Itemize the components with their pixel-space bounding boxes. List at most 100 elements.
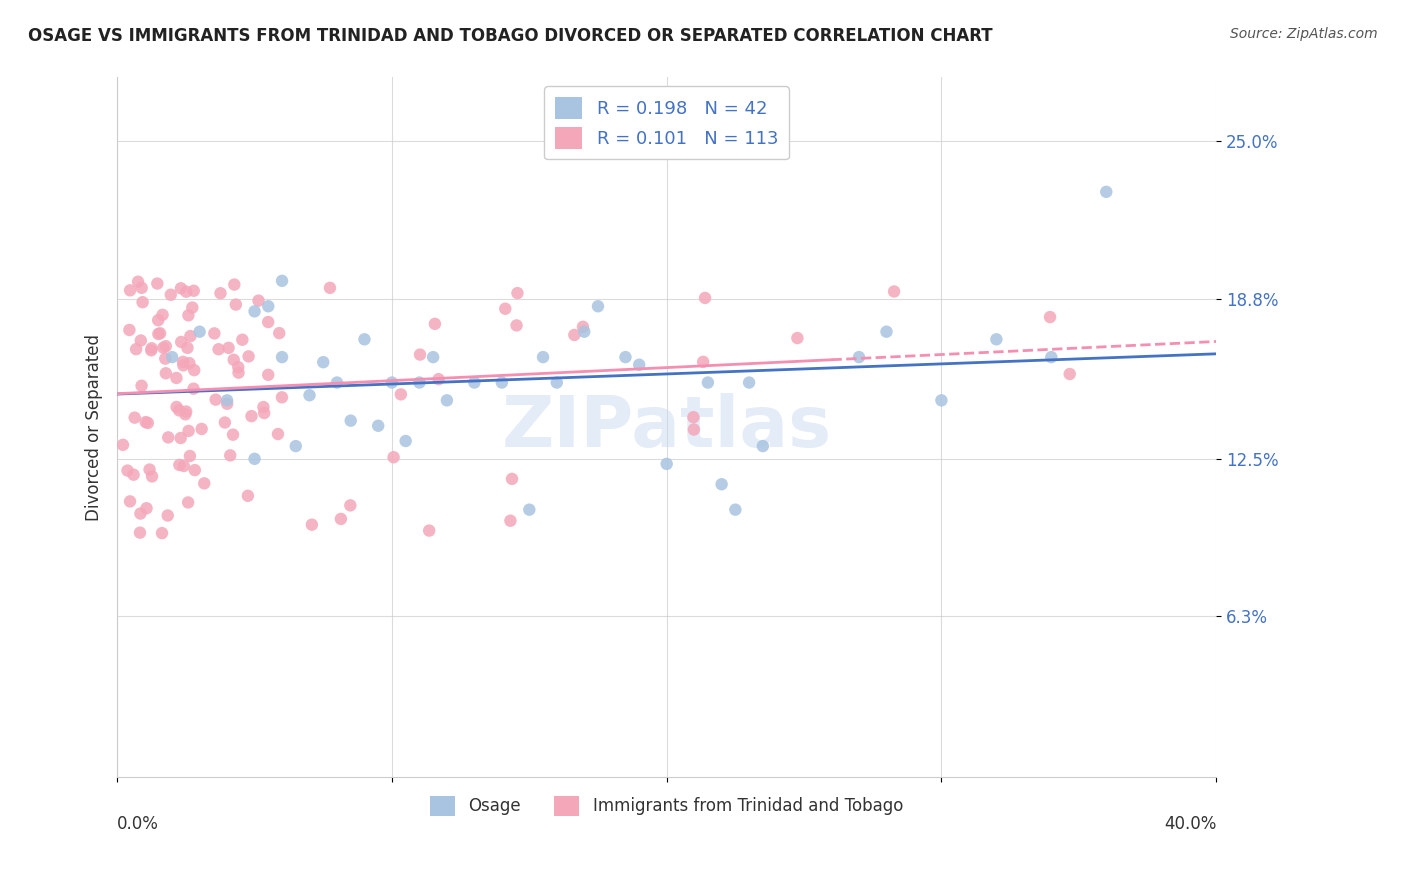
Osage bbox=[1095, 185, 1118, 199]
Immigrants from Trinidad and Tobago bbox=[117, 464, 139, 478]
Immigrants from Trinidad and Tobago bbox=[129, 525, 152, 540]
Osage bbox=[284, 439, 307, 453]
Immigrants from Trinidad and Tobago bbox=[152, 341, 174, 355]
Immigrants from Trinidad and Tobago bbox=[141, 343, 163, 358]
Immigrants from Trinidad and Tobago bbox=[183, 284, 205, 298]
Immigrants from Trinidad and Tobago bbox=[501, 472, 523, 486]
Immigrants from Trinidad and Tobago bbox=[693, 291, 716, 305]
Immigrants from Trinidad and Tobago bbox=[1039, 310, 1062, 324]
Immigrants from Trinidad and Tobago bbox=[423, 317, 446, 331]
Immigrants from Trinidad and Tobago bbox=[118, 323, 141, 337]
Osage bbox=[491, 376, 513, 390]
Immigrants from Trinidad and Tobago bbox=[564, 328, 586, 343]
Osage bbox=[339, 414, 361, 428]
Osage bbox=[217, 393, 239, 408]
Immigrants from Trinidad and Tobago bbox=[226, 360, 249, 375]
Immigrants from Trinidad and Tobago bbox=[409, 348, 432, 362]
Immigrants from Trinidad and Tobago bbox=[219, 448, 242, 462]
Immigrants from Trinidad and Tobago bbox=[222, 352, 245, 367]
Immigrants from Trinidad and Tobago bbox=[111, 438, 134, 452]
Osage bbox=[586, 299, 609, 313]
Immigrants from Trinidad and Tobago bbox=[170, 334, 193, 349]
Immigrants from Trinidad and Tobago bbox=[149, 326, 172, 341]
Osage bbox=[271, 350, 294, 364]
Text: Source: ZipAtlas.com: Source: ZipAtlas.com bbox=[1230, 27, 1378, 41]
Immigrants from Trinidad and Tobago bbox=[218, 341, 240, 355]
Osage bbox=[160, 350, 183, 364]
Immigrants from Trinidad and Tobago bbox=[572, 319, 595, 334]
Text: 0.0%: 0.0% bbox=[117, 815, 159, 833]
Immigrants from Trinidad and Tobago bbox=[494, 301, 516, 316]
Immigrants from Trinidad and Tobago bbox=[202, 326, 225, 341]
Text: 40.0%: 40.0% bbox=[1164, 815, 1216, 833]
Osage bbox=[546, 376, 568, 390]
Immigrants from Trinidad and Tobago bbox=[505, 318, 527, 333]
Immigrants from Trinidad and Tobago bbox=[207, 343, 229, 357]
Osage bbox=[298, 388, 321, 402]
Immigrants from Trinidad and Tobago bbox=[146, 277, 169, 291]
Osage bbox=[243, 304, 266, 318]
Immigrants from Trinidad and Tobago bbox=[252, 400, 274, 414]
Immigrants from Trinidad and Tobago bbox=[499, 514, 522, 528]
Immigrants from Trinidad and Tobago bbox=[181, 301, 204, 315]
Osage bbox=[395, 434, 418, 448]
Immigrants from Trinidad and Tobago bbox=[136, 416, 159, 430]
Immigrants from Trinidad and Tobago bbox=[319, 281, 342, 295]
Immigrants from Trinidad and Tobago bbox=[692, 355, 714, 369]
Immigrants from Trinidad and Tobago bbox=[222, 427, 245, 442]
Immigrants from Trinidad and Tobago bbox=[1059, 367, 1081, 381]
Immigrants from Trinidad and Tobago bbox=[120, 283, 142, 297]
Osage bbox=[710, 477, 733, 491]
Osage bbox=[353, 332, 375, 346]
Osage bbox=[1040, 350, 1063, 364]
Immigrants from Trinidad and Tobago bbox=[236, 489, 259, 503]
Immigrants from Trinidad and Tobago bbox=[131, 281, 153, 295]
Immigrants from Trinidad and Tobago bbox=[131, 378, 153, 392]
Immigrants from Trinidad and Tobago bbox=[165, 371, 187, 385]
Immigrants from Trinidad and Tobago bbox=[169, 431, 191, 445]
Immigrants from Trinidad and Tobago bbox=[506, 286, 529, 301]
Legend: Osage, Immigrants from Trinidad and Tobago: Osage, Immigrants from Trinidad and Toba… bbox=[422, 788, 911, 824]
Immigrants from Trinidad and Tobago bbox=[271, 390, 294, 404]
Immigrants from Trinidad and Tobago bbox=[155, 366, 177, 380]
Osage bbox=[655, 457, 678, 471]
Immigrants from Trinidad and Tobago bbox=[122, 467, 145, 482]
Immigrants from Trinidad and Tobago bbox=[135, 501, 157, 516]
Text: OSAGE VS IMMIGRANTS FROM TRINIDAD AND TOBAGO DIVORCED OR SEPARATED CORRELATION C: OSAGE VS IMMIGRANTS FROM TRINIDAD AND TO… bbox=[28, 27, 993, 45]
Immigrants from Trinidad and Tobago bbox=[301, 517, 323, 532]
Immigrants from Trinidad and Tobago bbox=[179, 329, 201, 343]
Immigrants from Trinidad and Tobago bbox=[217, 397, 239, 411]
Osage bbox=[696, 376, 718, 390]
Osage bbox=[312, 355, 335, 369]
Immigrants from Trinidad and Tobago bbox=[184, 463, 207, 477]
Immigrants from Trinidad and Tobago bbox=[170, 281, 193, 295]
Immigrants from Trinidad and Tobago bbox=[157, 430, 180, 444]
Osage bbox=[628, 358, 651, 372]
Immigrants from Trinidad and Tobago bbox=[174, 404, 197, 418]
Immigrants from Trinidad and Tobago bbox=[253, 406, 276, 420]
Osage bbox=[614, 350, 637, 364]
Immigrants from Trinidad and Tobago bbox=[129, 334, 152, 348]
Immigrants from Trinidad and Tobago bbox=[257, 368, 280, 382]
Immigrants from Trinidad and Tobago bbox=[193, 476, 215, 491]
Immigrants from Trinidad and Tobago bbox=[148, 326, 170, 341]
Immigrants from Trinidad and Tobago bbox=[155, 339, 177, 353]
Osage bbox=[931, 393, 953, 408]
Osage bbox=[875, 325, 897, 339]
Immigrants from Trinidad and Tobago bbox=[177, 309, 200, 323]
Osage bbox=[271, 274, 294, 288]
Immigrants from Trinidad and Tobago bbox=[225, 297, 247, 311]
Immigrants from Trinidad and Tobago bbox=[172, 355, 194, 369]
Osage bbox=[986, 332, 1008, 346]
Immigrants from Trinidad and Tobago bbox=[786, 331, 808, 345]
Immigrants from Trinidad and Tobago bbox=[127, 275, 149, 289]
Immigrants from Trinidad and Tobago bbox=[174, 285, 197, 299]
Immigrants from Trinidad and Tobago bbox=[179, 356, 201, 370]
Osage bbox=[574, 325, 596, 339]
Immigrants from Trinidad and Tobago bbox=[138, 462, 160, 476]
Osage bbox=[422, 350, 444, 364]
Osage bbox=[326, 376, 349, 390]
Text: ZIPatlas: ZIPatlas bbox=[502, 392, 832, 461]
Immigrants from Trinidad and Tobago bbox=[159, 287, 181, 301]
Immigrants from Trinidad and Tobago bbox=[247, 293, 270, 308]
